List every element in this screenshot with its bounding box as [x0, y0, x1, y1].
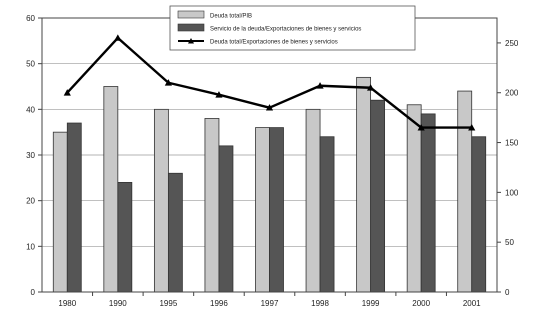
- bar-deuda-pib: [305, 108, 321, 293]
- bar-servicio-exportaciones: [269, 127, 284, 293]
- line-point-marker: [63, 89, 71, 96]
- x-tick-label: 2000: [412, 299, 430, 308]
- x-tick-label: 1999: [362, 299, 380, 308]
- x-tick-label: 1996: [210, 299, 228, 308]
- bar-deuda-pib: [153, 108, 169, 293]
- left-tick-label: 20: [26, 197, 35, 206]
- bar-deuda-pib: [406, 104, 422, 293]
- left-tick-label: 40: [26, 105, 35, 114]
- left-tick-label: 0: [31, 288, 36, 297]
- left-tick-label: 10: [26, 242, 35, 251]
- x-tick-label: 1990: [109, 299, 127, 308]
- right-tick-label: 100: [505, 188, 519, 197]
- bar-deuda-pib: [103, 86, 119, 293]
- bar-servicio-exportaciones: [66, 122, 82, 293]
- bar-servicio-exportaciones: [117, 181, 133, 293]
- x-tick-label: 2001: [463, 299, 481, 308]
- bar-deuda-pib: [457, 90, 473, 293]
- legend-swatch: [177, 23, 205, 32]
- legend-box: [169, 5, 416, 51]
- line-point-marker: [215, 91, 223, 98]
- right-tick-label: 50: [505, 238, 514, 247]
- legend-label: Deuda total/PIB: [210, 14, 252, 20]
- axes: 0 10 20 30 40 50 60 0 50 100 150 200 250 1980 1990 1995…: [26, 14, 519, 308]
- x-tick-label: 1980: [58, 299, 76, 308]
- line-series: [63, 34, 476, 131]
- legend-swatch-marker: [188, 38, 194, 44]
- x-tick-label: 1998: [311, 299, 329, 308]
- bar-servicio-exportaciones: [471, 136, 487, 293]
- bar-servicio-exportaciones: [420, 113, 436, 293]
- bar-servicio-exportaciones: [167, 172, 183, 293]
- right-tick-label: 0: [505, 288, 510, 297]
- x-tick-label: 1997: [261, 299, 279, 308]
- legend-swatch: [177, 10, 205, 19]
- bar-servicio-exportaciones: [218, 145, 234, 293]
- right-tick-label: 200: [505, 89, 519, 98]
- line-point-marker: [316, 82, 324, 89]
- x-tick-label: 1995: [159, 299, 177, 308]
- left-tick-label: 60: [26, 14, 35, 23]
- right-tick-label: 250: [505, 39, 519, 48]
- line-point-marker: [468, 124, 476, 131]
- line-point-marker: [114, 34, 122, 41]
- bar-deuda-pib: [356, 76, 372, 293]
- line-point-marker: [417, 124, 425, 131]
- bar-servicio-exportaciones: [370, 99, 386, 293]
- right-tick-label: 150: [505, 139, 519, 148]
- bar-deuda-pib: [52, 131, 68, 293]
- line-point-marker: [265, 104, 274, 111]
- left-tick-label: 30: [26, 151, 35, 160]
- line-point-marker: [367, 84, 375, 91]
- bar-deuda-pib: [255, 127, 270, 293]
- line-point-marker: [164, 79, 172, 86]
- legend-label: Deuda total/Exportaciones de bienes y se…: [210, 40, 338, 46]
- bar-deuda-pib: [204, 118, 220, 293]
- bar-servicio-exportaciones: [319, 136, 335, 293]
- left-tick-label: 50: [26, 60, 35, 69]
- legend: Deuda total/PIB Servicio de la deuda/Expo…: [169, 5, 416, 51]
- legend-label: Servicio de la deuda/Exportaciones de bi…: [210, 27, 361, 33]
